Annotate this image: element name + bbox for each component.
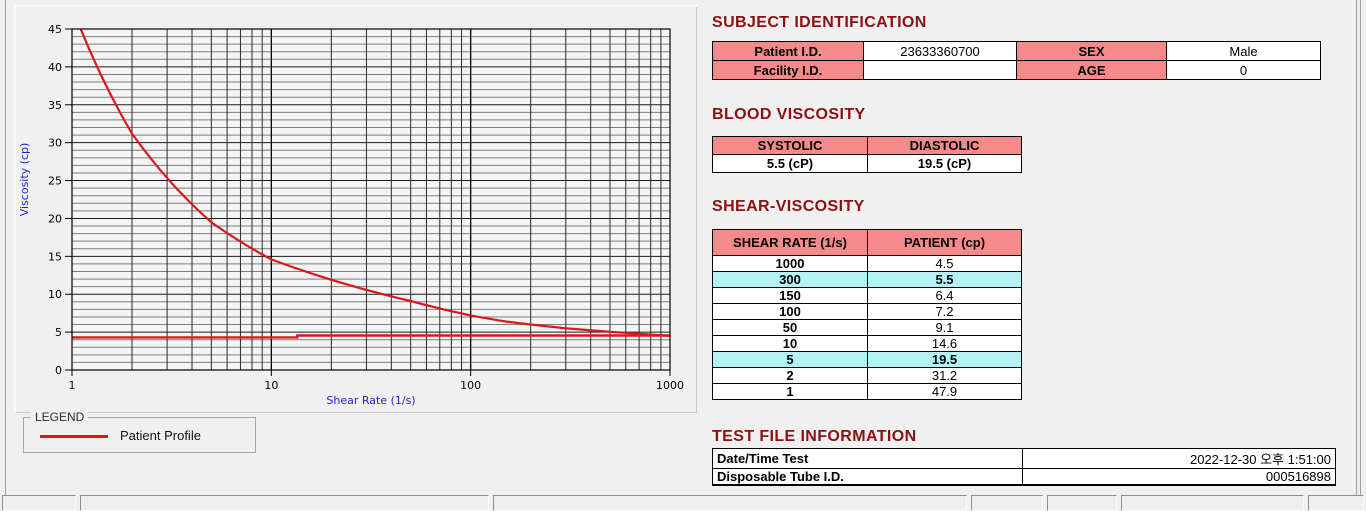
shear-viscosity-chart: 0 5 10 15 20 25 30 35 40 45 1 10 100 1000 Shear Rate (… [18, 23, 684, 407]
blood-viscosity-table: SYSTOLIC DIASTOLIC 5.5 (cP) 19.5 (cP) [712, 136, 1022, 173]
patient-header: PATIENT (cp) [867, 229, 1022, 256]
viscosity-cell: 19.5 [867, 351, 1022, 368]
svg-text:5: 5 [55, 326, 62, 339]
table-row: 300 5.5 [712, 271, 1022, 288]
shear-rate-header: SHEAR RATE (1/s) [712, 229, 868, 256]
svg-text:10: 10 [264, 379, 278, 392]
legend-item-label: Patient Profile [120, 428, 201, 443]
svg-text:40: 40 [48, 61, 62, 74]
viscosity-cell: 5.5 [867, 271, 1022, 288]
viscosity-cell: 14.6 [867, 335, 1022, 352]
test-file-information-title: TEST FILE INFORMATION [712, 428, 917, 445]
table-row: 5.5 (cP) 19.5 (cP) [712, 154, 1022, 173]
viscosity-cell: 31.2 [867, 367, 1022, 384]
table-row: 1000 4.5 [712, 255, 1022, 272]
status-bar-segment [80, 495, 489, 511]
sex-value: Male [1166, 41, 1321, 61]
status-bar-segment [1121, 495, 1304, 511]
svg-text:10: 10 [48, 288, 62, 301]
facility-id-label: Facility I.D. [712, 60, 864, 80]
status-bar-segment [1308, 495, 1364, 511]
svg-text:45: 45 [48, 23, 62, 36]
table-row: 5 19.5 [712, 351, 1022, 368]
age-label: AGE [1016, 60, 1167, 80]
table-row: 150 6.4 [712, 287, 1022, 304]
status-bar-segment [2, 495, 76, 511]
table-row: Date/Time Test 2022-12-30 오후 1:51:00 [712, 448, 1336, 469]
diastolic-header: DIASTOLIC [867, 136, 1022, 155]
status-bar-segment [971, 495, 1043, 511]
shear-rate-cell: 2 [712, 367, 868, 384]
table-row: 100 7.2 [712, 303, 1022, 320]
table-row: 1 47.9 [712, 383, 1022, 400]
legend-title: LEGEND [31, 410, 89, 424]
patient-id-label: Patient I.D. [712, 41, 864, 61]
table-row: SYSTOLIC DIASTOLIC [712, 136, 1022, 155]
viscosity-cell: 9.1 [867, 319, 1022, 336]
svg-text:Shear Rate (1/s): Shear Rate (1/s) [326, 394, 415, 407]
shear-viscosity-title: SHEAR-VISCOSITY [712, 198, 865, 215]
disposable-tube-id-label: Disposable Tube I.D. [712, 468, 1023, 486]
facility-id-value [863, 60, 1017, 80]
viscosity-cell: 47.9 [867, 383, 1022, 400]
date-time-test-value: 2022-12-30 오후 1:51:00 [1022, 448, 1336, 469]
svg-text:20: 20 [48, 212, 62, 225]
table-row: 50 9.1 [712, 319, 1022, 336]
viscosity-cell: 7.2 [867, 303, 1022, 320]
table-header-row: SHEAR RATE (1/s) PATIENT (cp) [712, 229, 1022, 256]
window-right-edge [1356, 0, 1361, 508]
shear-rate-cell: 100 [712, 303, 868, 320]
table-row: Facility I.D. AGE 0 [712, 60, 1321, 80]
patient-id-value: 23633360700 [863, 41, 1017, 61]
disposable-tube-id-value: 000516898 [1022, 468, 1336, 486]
shear-rate-cell: 10 [712, 335, 868, 352]
table-row: 2 31.2 [712, 367, 1022, 384]
svg-text:30: 30 [48, 137, 62, 150]
blood-viscosity-title: BLOOD VISCOSITY [712, 106, 866, 123]
svg-text:100: 100 [460, 379, 481, 392]
status-bar-segment [493, 495, 967, 511]
viscosity-cell: 6.4 [867, 287, 1022, 304]
systolic-value: 5.5 (cP) [712, 154, 868, 173]
shear-rate-cell: 1 [712, 383, 868, 400]
age-value: 0 [1166, 60, 1321, 80]
table-row: Patient I.D. 23633360700 SEX Male [712, 41, 1321, 61]
svg-text:Viscosity (cp): Viscosity (cp) [18, 143, 31, 217]
systolic-header: SYSTOLIC [712, 136, 868, 155]
legend-box: LEGEND Patient Profile [23, 410, 256, 453]
svg-text:15: 15 [48, 250, 62, 263]
window-left-edge [5, 0, 6, 508]
viscosity-cell: 4.5 [867, 255, 1022, 272]
patient-profile-line-swatch [40, 435, 108, 438]
table-row: 10 14.6 [712, 335, 1022, 352]
table-row: Disposable Tube I.D. 000516898 [712, 468, 1336, 486]
shear-rate-cell: 300 [712, 271, 868, 288]
svg-text:1000: 1000 [656, 379, 684, 392]
svg-text:35: 35 [48, 99, 62, 112]
test-file-information-table: Date/Time Test 2022-12-30 오후 1:51:00 Dis… [712, 448, 1336, 486]
diastolic-value: 19.5 (cP) [867, 154, 1022, 173]
subject-identification-title: SUBJECT IDENTIFICATION [712, 14, 927, 31]
shear-rate-cell: 50 [712, 319, 868, 336]
shear-rate-cell: 150 [712, 287, 868, 304]
svg-text:0: 0 [55, 364, 62, 377]
status-bar-segment [1047, 495, 1117, 511]
shear-rate-cell: 1000 [712, 255, 868, 272]
shear-rate-cell: 5 [712, 351, 868, 368]
chart-panel: 0 5 10 15 20 25 30 35 40 45 1 10 100 1000 Shear Rate (… [14, 5, 697, 413]
svg-text:25: 25 [48, 175, 62, 188]
shear-viscosity-table: SHEAR RATE (1/s) PATIENT (cp) 1000 4.5 30… [712, 229, 1022, 400]
subject-identification-table: Patient I.D. 23633360700 SEX Male Facili… [712, 41, 1321, 80]
svg-text:1: 1 [69, 379, 76, 392]
sex-label: SEX [1016, 41, 1167, 61]
date-time-test-label: Date/Time Test [712, 448, 1023, 469]
